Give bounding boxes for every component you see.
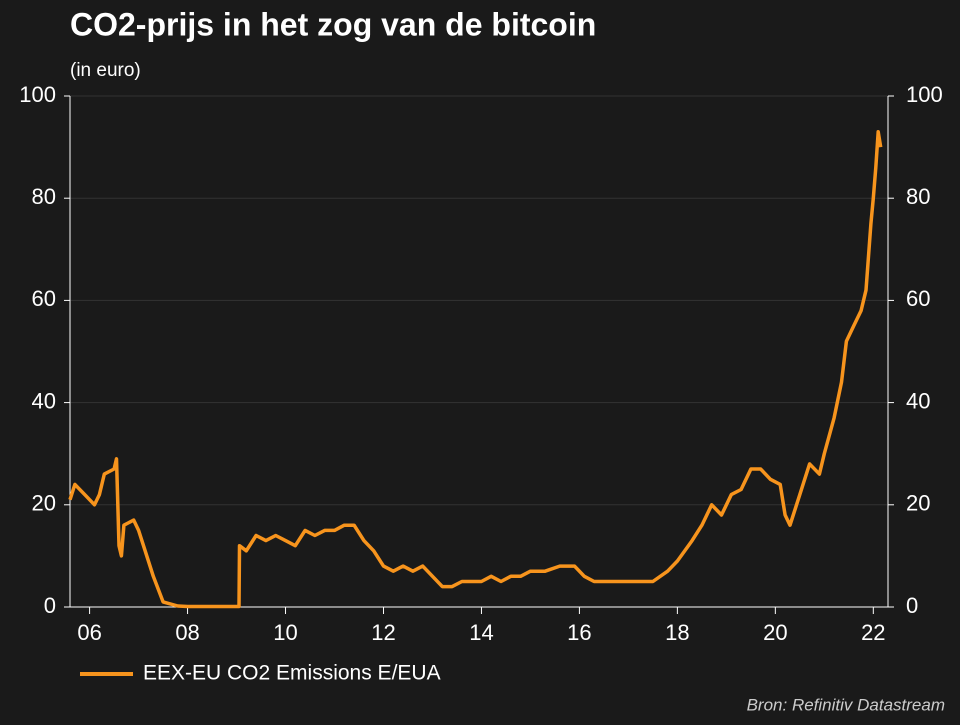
x-tick-label: 06 [77,620,101,645]
y2-tick-label: 80 [906,184,930,209]
source: Bron: Refinitiv Datastream [747,695,945,714]
x-tick-label: 10 [273,620,297,645]
y-tick-label: 80 [32,184,56,209]
y-tick-label: 60 [32,286,56,311]
y2-tick-label: 20 [906,491,930,516]
y-tick-label: 100 [19,82,56,107]
y2-tick-label: 60 [906,286,930,311]
y-tick-label: 40 [32,388,56,413]
legend-label: EEX-EU CO2 Emissions E/EUA [143,662,441,685]
x-tick-label: 12 [371,620,395,645]
line-series [68,130,883,609]
y-tick-label: 0 [44,593,56,618]
x-tick-label: 08 [175,620,199,645]
y2-tick-label: 0 [906,593,918,618]
y2-tick-label: 100 [906,82,943,107]
x-tick-label: 18 [665,620,689,645]
x-tick-label: 14 [469,620,493,645]
x-tick-label: 20 [763,620,787,645]
x-tick-label: 22 [861,620,885,645]
y-tick-label: 20 [32,491,56,516]
chart-subtitle: (in euro) [70,60,141,81]
x-tick-label: 16 [567,620,591,645]
chart-title: CO2-prijs in het zog van de bitcoin [70,6,596,42]
y2-tick-label: 40 [906,388,930,413]
